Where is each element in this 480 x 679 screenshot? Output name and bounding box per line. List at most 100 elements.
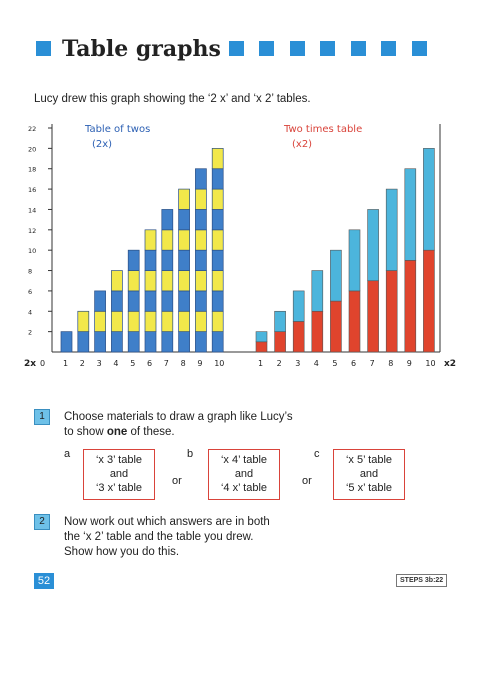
left-bar-block (211, 209, 224, 231)
left-bar-block (127, 331, 140, 353)
intro-text: Lucy drew this graph showing the ‘2 x’ a… (34, 93, 311, 105)
header-square (351, 41, 366, 56)
right-bar-blue (311, 270, 324, 312)
y-tick-label: 12 (28, 227, 36, 235)
left-bar-block (144, 290, 157, 312)
left-bar-block (77, 331, 90, 353)
right-bar-red (274, 331, 286, 353)
left-bar-block (195, 270, 207, 292)
question-line: Choose materials to draw a graph like Lu… (64, 411, 293, 423)
left-bar-block (94, 331, 106, 353)
left-x-tick-label: 3 (97, 359, 102, 368)
left-bar-block (161, 229, 174, 251)
right-x-tick-label: 9 (407, 359, 412, 368)
right-bar-red (255, 341, 268, 353)
left-bar-block (178, 229, 190, 251)
option-box-c: ‘x 5’ table and ‘5 x’ table (333, 449, 405, 500)
right-bar-red (367, 280, 379, 353)
question-number-badge: 2 (34, 514, 50, 530)
axis-start-label: 2x (24, 359, 36, 369)
y-tick-label: 6 (28, 288, 32, 296)
option-line: ‘x 5’ table (345, 454, 393, 466)
option-line: ‘3 x’ table (95, 482, 143, 494)
left-bar-block (195, 249, 207, 271)
left-bar-block (195, 310, 207, 332)
right-bar-blue (255, 331, 268, 343)
right-x-tick-label: 2 (277, 359, 282, 368)
left-x-tick-label: 10 (214, 359, 224, 368)
left-bar-block (211, 148, 224, 170)
left-bar-block (144, 331, 157, 353)
header-square (229, 41, 244, 56)
left-chart-subtitle: (2x) (92, 139, 112, 150)
left-bar-block (211, 331, 224, 353)
right-bar-blue (404, 168, 417, 261)
left-bar-block (195, 209, 207, 231)
left-bar-block (195, 229, 207, 251)
left-bar-block (211, 290, 224, 312)
right-chart-subtitle: (x2) (292, 139, 312, 150)
right-bar-red (330, 300, 342, 353)
question-number-badge: 1 (34, 409, 50, 425)
left-bar-block (94, 310, 106, 332)
left-bar-block (211, 310, 224, 332)
header-square (381, 41, 396, 56)
left-bar-block (144, 249, 157, 271)
left-bar-block (111, 331, 123, 353)
left-bar-block (178, 188, 190, 210)
right-bar-red (404, 260, 417, 353)
option-line: ‘5 x’ table (345, 482, 393, 494)
or-label: or (302, 475, 312, 487)
right-bar-blue (423, 148, 435, 251)
left-x-tick-label: 9 (197, 359, 202, 368)
left-bar-block (178, 331, 190, 353)
zero-label: 0 (40, 359, 45, 368)
left-x-tick-label: 5 (130, 359, 135, 368)
option-line: and (359, 468, 379, 480)
right-chart-title: Two times table (283, 124, 362, 135)
left-chart-title: Table of twos (84, 124, 150, 135)
option-line: and (234, 468, 254, 480)
right-x-tick-label: 1 (258, 359, 263, 368)
left-bar-block (111, 270, 123, 292)
left-x-tick-label: 6 (147, 359, 152, 368)
option-box-a: ‘x 3’ table and ‘3 x’ table (83, 449, 155, 500)
series-code: STEPS 3b:22 (396, 574, 448, 587)
left-bar-block (144, 270, 157, 292)
y-tick-label: 18 (28, 166, 36, 174)
header-square (320, 41, 335, 56)
right-bar-red (292, 321, 305, 353)
left-x-tick-label: 8 (181, 359, 186, 368)
left-bar-block (127, 290, 140, 312)
question-line: to show one of these. (64, 425, 293, 440)
left-bar-block (211, 270, 224, 292)
question-line-pre: to show (64, 426, 107, 438)
left-bar-block (195, 168, 207, 190)
right-bar-red (423, 249, 435, 353)
y-tick-label: 10 (28, 247, 36, 255)
page-title: Table graphs (62, 36, 221, 62)
left-x-tick-label: 1 (63, 359, 68, 368)
question-text: Choose materials to draw a graph like Lu… (64, 410, 293, 440)
option-line: ‘x 3’ table (95, 454, 143, 466)
right-x-tick-label: 8 (388, 359, 393, 368)
left-bar-block (178, 249, 190, 271)
y-tick-label: 8 (28, 268, 32, 276)
left-bar-block (111, 290, 123, 312)
header-square (259, 41, 274, 56)
left-bar-block (178, 209, 190, 231)
option-letter: b (187, 448, 194, 460)
question-text: Now work out which answers are in both t… (64, 515, 270, 560)
left-bar-block (60, 331, 73, 353)
left-bar-block (161, 249, 174, 271)
right-x-tick-label: 4 (314, 359, 319, 368)
y-tick-label: 16 (28, 186, 36, 194)
right-x-tick-label: 10 (425, 359, 435, 368)
left-x-tick-label: 2 (80, 359, 85, 368)
right-x-tick-label: 3 (295, 359, 300, 368)
left-bar-block (144, 310, 157, 332)
left-bar-block (211, 229, 224, 251)
left-bar-block (211, 188, 224, 210)
question-line: Now work out which answers are in both (64, 516, 270, 528)
left-bar-block (161, 331, 174, 353)
